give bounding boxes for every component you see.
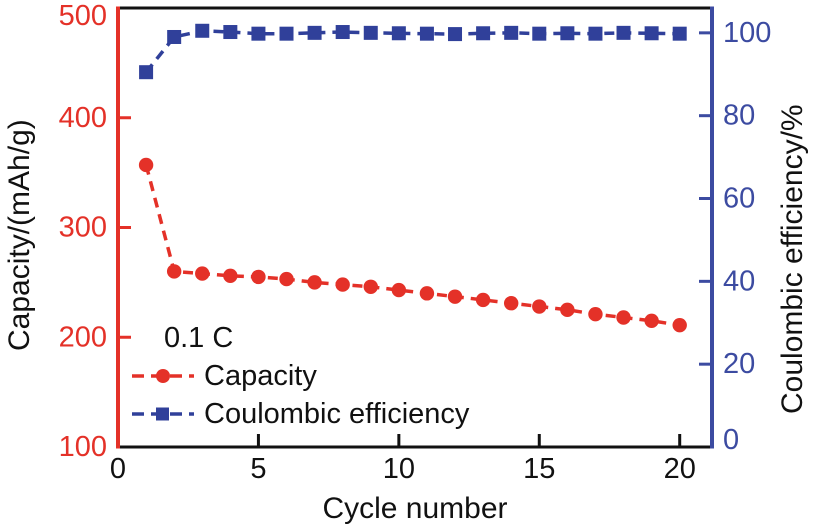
series-capacity [138, 157, 687, 333]
data-point [363, 279, 378, 294]
data-point [448, 27, 463, 42]
y-left-tick-label: 500 [59, 0, 107, 32]
y-left-tick-label: 300 [59, 212, 107, 244]
data-point [335, 25, 350, 40]
data-point [251, 269, 266, 285]
y-axis-label-right: Coulombic efficiency/% [776, 104, 809, 414]
data-point [560, 26, 575, 41]
x-tick-label: 15 [523, 453, 555, 485]
y-right-tick-label: 0 [723, 424, 739, 456]
data-point [195, 23, 210, 38]
data-point [223, 268, 238, 283]
data-point [223, 25, 238, 40]
data-point [419, 26, 434, 41]
data-point [532, 299, 547, 314]
data-point [447, 289, 463, 304]
y-left-tick-label: 400 [59, 102, 107, 134]
data-point [363, 25, 378, 40]
data-point [195, 266, 210, 281]
data-point [419, 286, 435, 301]
legend-label-coulombic-efficiency: Coulombic efficiency [204, 397, 470, 430]
data-point [504, 25, 519, 40]
data-point [644, 26, 659, 41]
series-coulombic-efficiency [139, 23, 687, 80]
data-point [279, 271, 294, 287]
y-left-tick-label: 200 [59, 321, 107, 353]
x-tick-label: 5 [250, 453, 266, 485]
x-tick-label: 10 [383, 453, 415, 485]
legend-item-coulombic-efficiency: Coulombic efficiency [131, 395, 469, 433]
data-point [167, 29, 182, 44]
y-left-tick-label: 100 [59, 431, 107, 463]
y-right-tick-label: 20 [723, 348, 755, 380]
data-point [560, 302, 575, 318]
data-point [391, 282, 407, 298]
x-axis-label: Cycle number [322, 492, 508, 525]
x-tick-label: 0 [110, 453, 126, 485]
legend-swatch-svg [132, 369, 194, 383]
data-point [503, 296, 519, 311]
y-right-tick-label: 60 [723, 183, 755, 215]
x-tick-label: 20 [664, 453, 696, 485]
legend-marker [156, 369, 170, 383]
y-right-tick-label: 80 [723, 100, 755, 132]
data-point [307, 25, 322, 40]
legend-marker [156, 407, 169, 421]
series-line [144, 164, 680, 327]
data-point [588, 307, 603, 322]
data-point [476, 26, 491, 41]
data-point [139, 65, 154, 80]
y-right-tick-label: 100 [723, 17, 771, 49]
data-point [532, 26, 547, 41]
data-point [138, 157, 154, 173]
legend-swatch-svg [132, 407, 194, 421]
data-point [616, 310, 631, 325]
data-point [307, 275, 322, 290]
data-point [616, 25, 631, 40]
legend-swatch-coulombic-efficiency-icon [131, 404, 195, 424]
data-point [475, 292, 491, 308]
y-axis-label-left: Capacity/(mAh/g) [3, 119, 36, 351]
data-point [251, 26, 266, 41]
data-point [335, 277, 350, 292]
legend-swatch-capacity-icon [131, 366, 195, 386]
data-point [391, 26, 406, 41]
legend-label-capacity: Capacity [204, 359, 317, 392]
data-point [644, 313, 659, 328]
data-point [166, 264, 182, 279]
legend: Capacity Coulombic efficiency [131, 357, 469, 433]
data-point [279, 26, 294, 41]
y-right-tick-label: 40 [723, 265, 755, 297]
legend-item-capacity: Capacity [131, 357, 469, 395]
data-point [672, 317, 687, 333]
data-point [588, 26, 603, 41]
rate-annotation: 0.1 C [164, 322, 234, 354]
data-point [672, 26, 687, 41]
